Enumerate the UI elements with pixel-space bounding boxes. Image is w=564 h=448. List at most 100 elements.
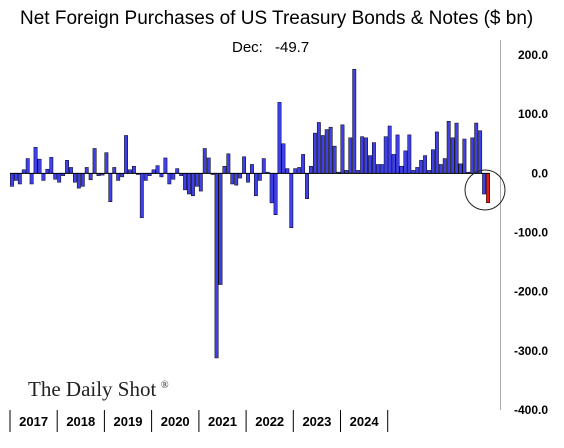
bar: [163, 157, 168, 174]
x-tick-label: 2020: [161, 414, 190, 429]
bar: [230, 173, 235, 185]
bar: [383, 136, 388, 174]
y-tick-label: -400.0: [514, 403, 548, 417]
bar: [65, 160, 69, 174]
bar: [234, 173, 239, 186]
bar: [238, 173, 243, 179]
bar: [187, 173, 191, 195]
x-tick-label: 2017: [19, 414, 48, 429]
bar: [53, 173, 58, 180]
chart-title: Net Foreign Purchases of US Treasury Bon…: [20, 8, 533, 29]
bar: [218, 173, 223, 285]
bar: [391, 154, 396, 174]
y-axis: 200.0 100.0 0.0 -100.0 -200.0 -300.0 -400.0: [514, 48, 548, 417]
bar: [139, 173, 144, 218]
bar: [242, 156, 247, 174]
bar: [478, 130, 483, 174]
bar: [143, 173, 148, 181]
bar: [395, 134, 400, 174]
y-tick-label: 0.0: [531, 166, 548, 180]
bar: [423, 155, 428, 174]
bar: [206, 157, 211, 174]
bar: [297, 167, 302, 174]
bar: [73, 173, 77, 183]
bar: [112, 167, 117, 174]
x-tick-label: 2021: [208, 414, 237, 429]
bar: [387, 125, 392, 174]
bar: [458, 163, 463, 174]
bar: [324, 129, 329, 174]
bar: [305, 173, 309, 200]
bar: [368, 155, 372, 174]
bar: [474, 122, 479, 174]
bar: [214, 173, 219, 359]
bar: [13, 173, 18, 181]
bar: [49, 157, 54, 174]
y-tick-label: -300.0: [514, 344, 548, 358]
bar: [33, 147, 38, 174]
x-tick-label: 2019: [114, 414, 143, 429]
y-tick-label: -100.0: [514, 226, 548, 240]
bar: [446, 121, 451, 174]
bar: [120, 173, 125, 178]
bar: [45, 168, 50, 174]
bar: [269, 173, 274, 204]
bar: [372, 142, 376, 174]
bar: [379, 164, 384, 174]
bar: [340, 124, 345, 174]
bar: [352, 68, 357, 174]
bar: [151, 169, 156, 174]
bar: [348, 137, 353, 174]
bar: [364, 137, 368, 174]
brand-logo: The Daily Shot ®: [28, 377, 169, 401]
bar: [226, 153, 231, 174]
bar: [222, 165, 227, 174]
bar: [462, 138, 467, 174]
bar: [128, 169, 132, 174]
bar: [25, 158, 30, 174]
y-tick-label: 100.0: [518, 107, 548, 121]
bar: [431, 149, 435, 174]
bar: [167, 173, 172, 185]
bar: [92, 148, 97, 174]
bar: [194, 173, 199, 187]
bar: [171, 173, 176, 180]
bar: [277, 102, 282, 174]
y-tick-label: -200.0: [514, 285, 548, 299]
bar: [80, 173, 85, 187]
bar: [309, 165, 313, 174]
bar: [316, 122, 321, 174]
bar: [69, 167, 73, 174]
bar: [108, 173, 113, 202]
bar: [403, 150, 408, 174]
bar: [57, 173, 62, 183]
bar: [419, 160, 424, 174]
bar: [37, 158, 42, 174]
x-tick-label: 2018: [66, 414, 95, 429]
bar: [470, 137, 475, 174]
bar: [293, 168, 298, 174]
bar: [183, 173, 188, 191]
bar: [450, 137, 455, 174]
bar: [21, 169, 26, 174]
bar: [175, 168, 180, 174]
bar: [191, 173, 195, 197]
bar: [17, 173, 22, 185]
bar: [246, 173, 250, 183]
bar: [281, 143, 286, 174]
x-axis: 2017 2018 2019 2020 2021 2022 2023 2024: [9, 410, 389, 432]
bar: [257, 173, 262, 181]
x-tick-label: 2023: [302, 414, 331, 429]
bar: [132, 165, 136, 174]
x-tick-label: 2024: [350, 414, 380, 429]
bar: [482, 173, 487, 195]
bar: [360, 136, 365, 174]
bar: [76, 173, 81, 189]
bar: [375, 164, 380, 174]
bar: [198, 173, 203, 192]
bar: [289, 173, 294, 229]
bar: [116, 173, 121, 181]
bar: [155, 165, 160, 174]
bar: [261, 158, 266, 174]
